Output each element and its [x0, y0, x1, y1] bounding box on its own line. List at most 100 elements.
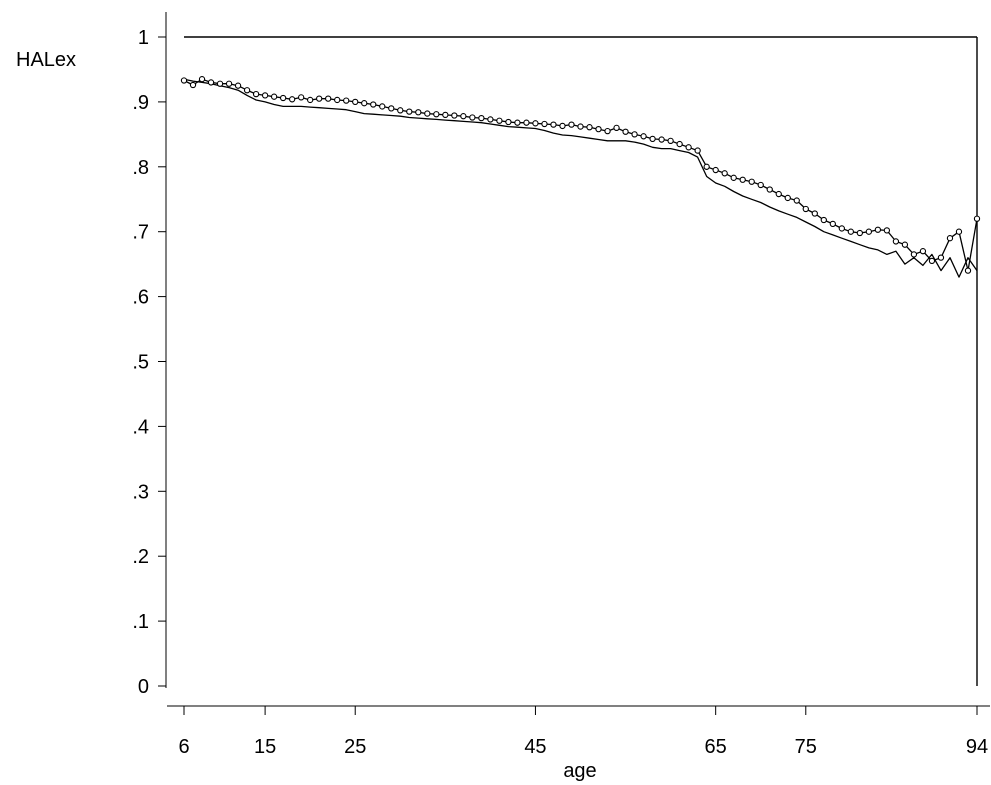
series-1-point [739, 176, 746, 183]
series-1-point [649, 135, 656, 143]
series-2-line [183, 78, 978, 278]
series-1-point [270, 93, 278, 100]
series-1-point [730, 174, 737, 181]
series-1-point [352, 98, 359, 106]
series-1-point [550, 121, 557, 128]
series-1-point [243, 87, 251, 94]
series-1-point [370, 101, 377, 108]
series-1-point [604, 127, 611, 135]
series-1-point [234, 82, 242, 89]
series-1-point [595, 126, 602, 133]
series-1-point [757, 181, 764, 189]
series-1 [180, 76, 981, 274]
series-1-point [325, 95, 332, 102]
series-1-point [874, 226, 882, 233]
series-1-point [379, 103, 386, 110]
series-1-point [676, 140, 683, 148]
x-tick-label: 6 [178, 736, 189, 758]
series-1-point [496, 117, 503, 124]
series-1-point [712, 166, 719, 174]
y-tick-label: .8 [132, 157, 149, 179]
series-1-point [523, 119, 530, 126]
y-tick-label: .6 [132, 287, 149, 309]
series-1-point [225, 80, 233, 87]
series-2 [183, 78, 978, 278]
x-tick-label: 45 [524, 736, 546, 758]
series-1-point [766, 186, 773, 193]
x-tick-label: 25 [344, 736, 366, 758]
series-1-point [613, 124, 620, 132]
series-1-point [460, 113, 467, 120]
series-1-point [703, 163, 710, 170]
series-1-point [559, 122, 566, 130]
series-1-point [198, 76, 206, 83]
series-1-point [505, 118, 512, 126]
series-1-point [406, 108, 413, 115]
series-1-point [919, 248, 927, 255]
series-1-point [748, 178, 755, 185]
y-axis-title: HALex [16, 49, 76, 71]
series-1-point [216, 80, 224, 87]
series-1-point [667, 137, 674, 144]
series-1-point [784, 194, 791, 202]
series-1-point [397, 107, 404, 114]
series-1-line [183, 78, 978, 272]
series-1-point [847, 228, 854, 235]
y-tick-label: 0 [138, 676, 149, 698]
y-tick-label: .2 [132, 546, 149, 568]
series-1-point [820, 216, 827, 224]
series-1-point [811, 210, 818, 217]
series-1-point [775, 190, 782, 198]
series-1-point [189, 81, 197, 89]
series-1-point [640, 133, 647, 140]
series-1-point [316, 95, 323, 102]
series-1-point [973, 215, 981, 222]
series-1-point [334, 96, 341, 104]
y-tick-label: .7 [132, 222, 149, 244]
series-1-point [388, 105, 395, 112]
series-1-point [883, 227, 891, 234]
y-tick-label: .3 [132, 481, 149, 503]
y-tick-label: .1 [132, 611, 149, 633]
series-1-point [478, 114, 485, 122]
x-tick-label: 65 [705, 736, 727, 758]
x-tick-label: 94 [966, 736, 988, 758]
series-1-point [469, 114, 476, 121]
series-1-point [622, 128, 629, 135]
series-1-point [424, 110, 431, 117]
series-1-point [252, 90, 260, 98]
series-1-point [901, 241, 909, 248]
series-layer [180, 76, 981, 278]
series-1-point [361, 100, 368, 107]
series-1-point [631, 131, 638, 138]
series-1-point [946, 235, 954, 242]
series-1-point [442, 111, 449, 119]
series-1-point [802, 205, 809, 213]
series-1-point [532, 120, 539, 127]
x-tick-label: 75 [795, 736, 817, 758]
series-1-point [892, 238, 900, 245]
series-1-point [658, 136, 665, 143]
y-tick-label: .4 [132, 416, 149, 438]
series-1-point [910, 251, 918, 258]
series-1-point [865, 228, 873, 235]
series-1-point [568, 121, 575, 128]
series-1-point [415, 109, 422, 116]
series-1-point [433, 111, 440, 118]
series-1-point [838, 225, 845, 232]
y-tick-label: .5 [132, 352, 149, 374]
series-1-point [721, 170, 728, 177]
series-1-point [180, 77, 188, 84]
y-tick-label: .9 [132, 92, 149, 114]
series-1-point [487, 116, 494, 123]
series-1-point [343, 97, 350, 104]
series-1-point [586, 124, 593, 131]
axes: 0 .1 .2 .3 .4 .5 .6 .7 .8 .9 1 6 15 25 45 65 75 94 [132, 12, 990, 758]
series-1-point [928, 257, 936, 265]
series-1-point [937, 254, 945, 261]
series-1-point [297, 94, 305, 101]
series-1-point [207, 79, 215, 86]
series-1-point [685, 144, 692, 151]
series-1-point [694, 147, 701, 154]
